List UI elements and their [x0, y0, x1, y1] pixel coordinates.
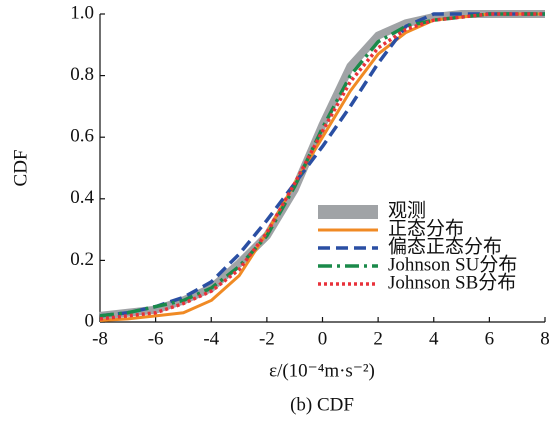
series-line — [99, 12, 545, 318]
x-tick-label: -4 — [203, 328, 219, 349]
x-tick-label: -2 — [259, 328, 275, 349]
y-tick-label: 0.8 — [70, 64, 94, 85]
y-tick-label: 0.2 — [70, 249, 94, 270]
legend-label: 观测 — [388, 199, 426, 221]
y-axis-label: CDF — [10, 150, 31, 187]
x-tick-label: 8 — [540, 328, 550, 349]
legend-label: 偏态正态分布 — [388, 235, 502, 257]
y-tick-label: 0.6 — [70, 126, 94, 147]
legend-label: Johnson SU分布 — [388, 253, 517, 275]
y-tick-label: 1.0 — [70, 2, 94, 23]
x-tick-label: 0 — [318, 328, 328, 349]
x-tick-label: -6 — [148, 328, 164, 349]
series-line — [99, 12, 545, 318]
x-axis-label: ε/(10⁻⁴m·s⁻²) — [269, 360, 375, 381]
x-tick-label: 6 — [485, 328, 495, 349]
x-tick-label: -8 — [92, 328, 108, 349]
x-tick-label: 2 — [373, 328, 383, 349]
series-line — [99, 12, 545, 321]
subtitle: (b) CDF — [290, 394, 354, 415]
legend-label: Johnson SB分布 — [388, 271, 516, 293]
y-tick-label: 0.4 — [70, 187, 94, 208]
legend-label: 正态分布 — [388, 217, 464, 239]
y-tick-label: 0 — [85, 310, 95, 331]
x-tick-label: 4 — [429, 328, 439, 349]
